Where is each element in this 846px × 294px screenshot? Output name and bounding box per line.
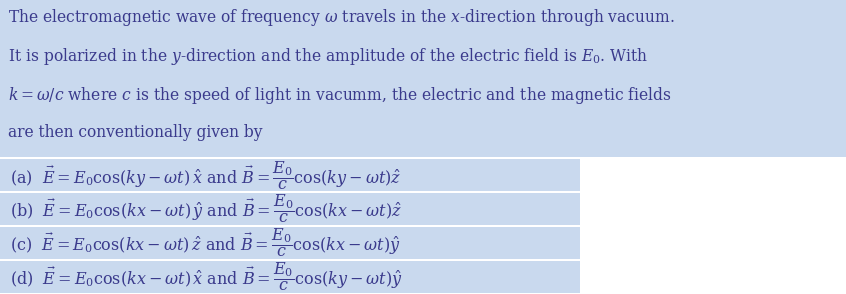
Text: $k = \omega/c$ where $c$ is the speed of light in vacumm, the electric and the m: $k = \omega/c$ where $c$ is the speed of… [8, 85, 673, 106]
FancyBboxPatch shape [0, 227, 580, 259]
Text: (a)  $\vec{E} = E_0\cos(ky - \omega t)\, \hat{x}$ and $\vec{B} = \dfrac{E_0}{c}\: (a) $\vec{E} = E_0\cos(ky - \omega t)\, … [10, 159, 402, 192]
Text: It is polarized in the $y$-direction and the amplitude of the electric field is : It is polarized in the $y$-direction and… [8, 46, 649, 67]
FancyBboxPatch shape [0, 0, 846, 157]
Text: (c)  $\vec{E} = E_0\cos(kx - \omega t)\, \hat{z}$ and $\vec{B} = \dfrac{E_0}{c}\: (c) $\vec{E} = E_0\cos(kx - \omega t)\, … [10, 226, 401, 259]
FancyBboxPatch shape [0, 159, 580, 191]
Text: are then conventionally given by: are then conventionally given by [8, 124, 263, 141]
FancyBboxPatch shape [0, 193, 580, 225]
Text: (b)  $\vec{E} = E_0\cos(kx - \omega t)\, \hat{y}$ and $\vec{B} = \dfrac{E_0}{c}\: (b) $\vec{E} = E_0\cos(kx - \omega t)\, … [10, 193, 402, 225]
Text: The electromagnetic wave of frequency $\omega$ travels in the $x$-direction thro: The electromagnetic wave of frequency $\… [8, 7, 675, 28]
Text: (d)  $\vec{E} = E_0\cos(kx - \omega t)\, \hat{x}$ and $\vec{B} = \dfrac{E_0}{c}\: (d) $\vec{E} = E_0\cos(kx - \omega t)\, … [10, 260, 403, 293]
FancyBboxPatch shape [0, 261, 580, 293]
